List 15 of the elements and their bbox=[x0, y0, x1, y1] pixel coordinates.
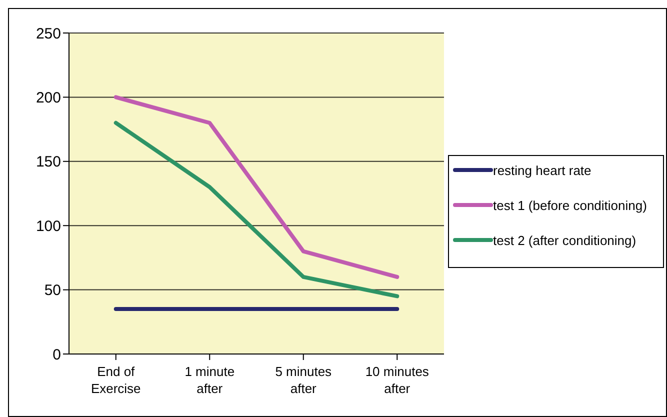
x-tick-label: 5 minutes after bbox=[275, 364, 332, 396]
line-series bbox=[114, 95, 400, 279]
legend-label: test 2 (after conditioning) bbox=[493, 232, 636, 249]
y-tick-label: 250 bbox=[36, 25, 61, 42]
y-tick-label: 150 bbox=[36, 154, 61, 171]
legend-label: resting heart rate bbox=[493, 162, 592, 179]
y-tick-label: 50 bbox=[44, 282, 61, 300]
y-tick-label: 0 bbox=[52, 346, 61, 364]
x-tick-label: 10 minutes after bbox=[365, 364, 430, 396]
y-tick-label: 200 bbox=[36, 90, 61, 107]
x-tick-label: End of Exercise bbox=[90, 364, 141, 396]
x-tick-label: 1 minute after bbox=[184, 364, 235, 396]
line-series bbox=[114, 120, 400, 298]
legend-label: test 1 (before conditioning) bbox=[493, 197, 647, 214]
y-tick-label: 100 bbox=[36, 218, 61, 235]
